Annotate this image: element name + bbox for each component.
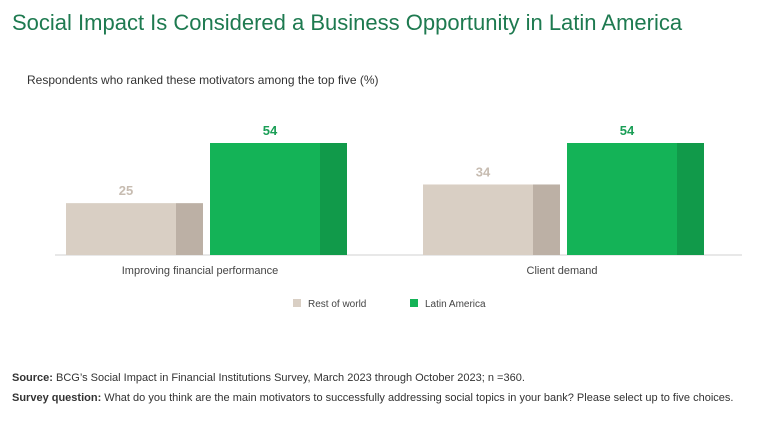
bar-rest-of-world-2	[423, 184, 533, 255]
data-label-latin-america-1: 54	[263, 123, 278, 138]
data-label-rest-of-world-1: 25	[119, 183, 133, 198]
survey-question-note: Survey question: What do you think are t…	[12, 392, 733, 404]
source-text: BCG’s Social Impact in Financial Institu…	[52, 372, 525, 384]
bar-chart: 25 54 Improving financial performance 34 54 C…	[55, 123, 742, 310]
bar-shade-latin-america-1	[320, 143, 347, 255]
survey-question-label: Survey question:	[12, 392, 102, 404]
survey-question-text: What do you think are the main motivator…	[101, 392, 734, 404]
source-note: Source: BCG’s Social Impact in Financial…	[12, 372, 525, 384]
category-label-2: Client demand	[527, 265, 598, 277]
legend-label-rest-of-world: Rest of world	[308, 299, 366, 310]
legend-label-latin-america: Latin America	[425, 299, 486, 310]
chart-subtitle: Respondents who ranked these motivators …	[27, 73, 379, 87]
bar-latin-america-1	[210, 143, 320, 255]
category-label-1: Improving financial performance	[122, 265, 279, 277]
bar-latin-america-2	[567, 143, 677, 255]
chart-title: Social Impact Is Considered a Business O…	[12, 10, 683, 35]
bar-shade-rest-of-world-1	[176, 203, 203, 255]
data-label-latin-america-2: 54	[620, 123, 635, 138]
legend-swatch-rest-of-world	[293, 299, 301, 307]
bar-shade-latin-america-2	[677, 143, 704, 255]
source-label: Source:	[12, 372, 53, 384]
bar-shade-rest-of-world-2	[533, 184, 560, 255]
data-label-rest-of-world-2: 34	[476, 164, 491, 179]
legend-swatch-latin-america	[410, 299, 418, 307]
bar-rest-of-world-1	[66, 203, 176, 255]
